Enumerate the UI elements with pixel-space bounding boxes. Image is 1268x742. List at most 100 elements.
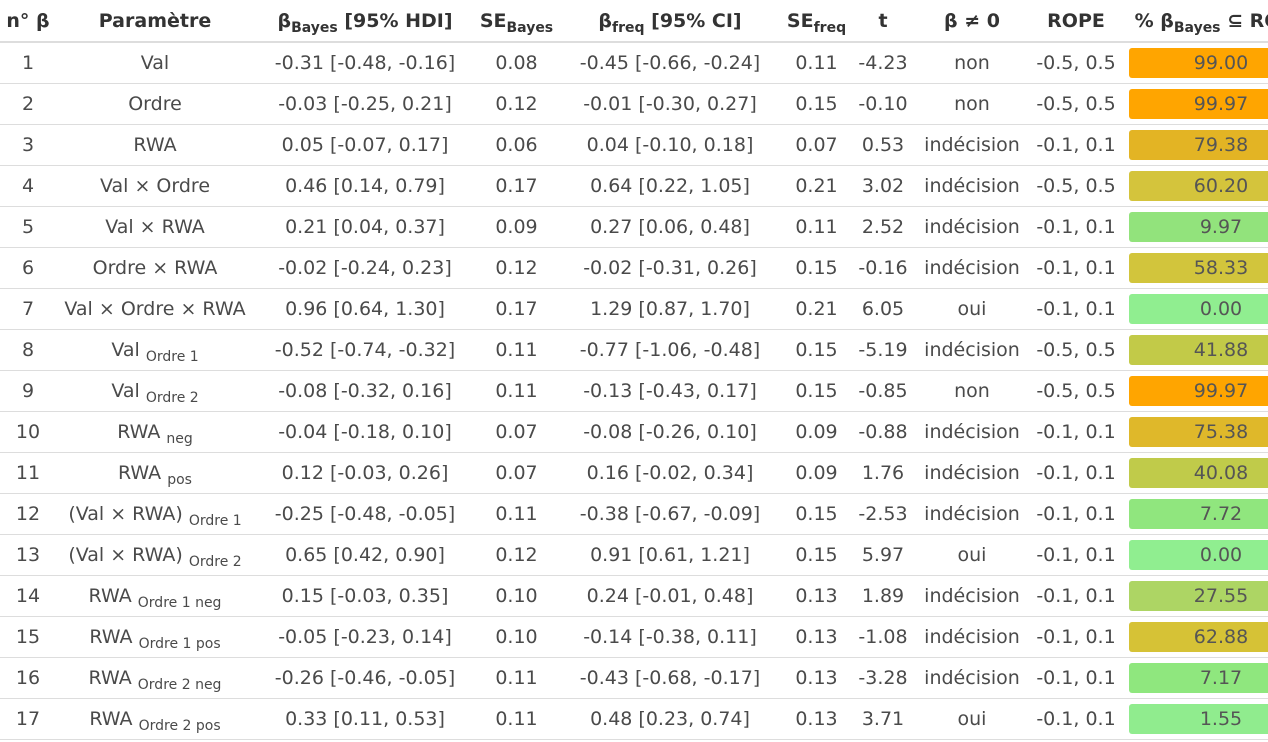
cell-param: Val × Ordre bbox=[56, 165, 254, 207]
cell-rope: -0.5, 0.5 bbox=[1028, 329, 1124, 371]
cell-pct: 75.38 bbox=[1124, 411, 1268, 453]
cell-pct: 27.55 bbox=[1124, 575, 1268, 617]
cell-pct: 60.20 bbox=[1124, 165, 1268, 207]
cell-beta-freq: -0.45 [-0.66, -0.24] bbox=[557, 42, 783, 84]
cell-se-freq: 0.13 bbox=[783, 657, 850, 699]
cell-beta-freq: -0.13 [-0.43, 0.17] bbox=[557, 370, 783, 412]
header-row: n° β Paramètre βBayes [95% HDI] SEBayes … bbox=[0, 0, 1268, 43]
pct-badge: 27.55 bbox=[1129, 581, 1268, 611]
cell-rope: -0.1, 0.1 bbox=[1028, 534, 1124, 576]
cell-beta-bayes: -0.25 [-0.48, -0.05] bbox=[254, 493, 476, 535]
cell-beta-freq: -0.38 [-0.67, -0.09] bbox=[557, 493, 783, 535]
cell-n: 2 bbox=[0, 83, 56, 125]
cell-diff: indécision bbox=[916, 124, 1028, 166]
table-row: 16 RWA Ordre 2 neg -0.26 [-0.46, -0.05] 0.1… bbox=[0, 657, 1268, 699]
pct-badge: 79.38 bbox=[1129, 130, 1268, 160]
cell-t: 3.02 bbox=[850, 165, 916, 207]
cell-se-freq: 0.21 bbox=[783, 165, 850, 207]
pct-badge: 62.88 bbox=[1129, 622, 1268, 652]
cell-param: RWA Ordre 1 pos bbox=[56, 616, 254, 658]
cell-beta-bayes: -0.03 [-0.25, 0.21] bbox=[254, 83, 476, 125]
cell-diff: oui bbox=[916, 288, 1028, 330]
table-row: 2 Ordre -0.03 [-0.25, 0.21] 0.12 -0.01 [-0.3… bbox=[0, 83, 1268, 125]
cell-t: -2.53 bbox=[850, 493, 916, 535]
param-subscript: neg bbox=[166, 431, 193, 447]
cell-param: Ordre bbox=[56, 83, 254, 125]
cell-se-bayes: 0.12 bbox=[476, 83, 557, 125]
cell-se-freq: 0.15 bbox=[783, 493, 850, 535]
table-row: 6 Ordre × RWA -0.02 [-0.24, 0.23] 0.12 -0.02… bbox=[0, 247, 1268, 289]
pct-badge: 75.38 bbox=[1129, 417, 1268, 447]
cell-beta-bayes: -0.05 [-0.23, 0.14] bbox=[254, 616, 476, 658]
cell-se-freq: 0.15 bbox=[783, 370, 850, 412]
header-beta-freq: βfreq [95% CI] bbox=[557, 0, 783, 43]
cell-beta-bayes: 0.15 [-0.03, 0.35] bbox=[254, 575, 476, 617]
cell-param: RWA pos bbox=[56, 452, 254, 494]
cell-n: 7 bbox=[0, 288, 56, 330]
cell-n: 12 bbox=[0, 493, 56, 535]
pct-badge: 40.08 bbox=[1129, 458, 1268, 488]
cell-rope: -0.1, 0.1 bbox=[1028, 247, 1124, 289]
cell-param: RWA Ordre 1 neg bbox=[56, 575, 254, 617]
cell-se-bayes: 0.11 bbox=[476, 698, 557, 740]
cell-beta-freq: 0.24 [-0.01, 0.48] bbox=[557, 575, 783, 617]
cell-beta-bayes: -0.52 [-0.74, -0.32] bbox=[254, 329, 476, 371]
cell-se-freq: 0.13 bbox=[783, 575, 850, 617]
cell-pct: 40.08 bbox=[1124, 452, 1268, 494]
pct-badge: 99.00 bbox=[1129, 48, 1268, 78]
cell-se-bayes: 0.09 bbox=[476, 206, 557, 248]
cell-t: -0.10 bbox=[850, 83, 916, 125]
cell-se-freq: 0.09 bbox=[783, 411, 850, 453]
cell-param: Val Ordre 1 bbox=[56, 329, 254, 371]
cell-se-freq: 0.21 bbox=[783, 288, 850, 330]
cell-beta-freq: -0.43 [-0.68, -0.17] bbox=[557, 657, 783, 699]
cell-param: Ordre × RWA bbox=[56, 247, 254, 289]
cell-beta-freq: 0.91 [0.61, 1.21] bbox=[557, 534, 783, 576]
cell-pct: 1.55 bbox=[1124, 698, 1268, 740]
cell-se-freq: 0.11 bbox=[783, 206, 850, 248]
cell-beta-bayes: 0.21 [0.04, 0.37] bbox=[254, 206, 476, 248]
param-subscript: Ordre 1 bbox=[188, 513, 242, 529]
cell-diff: indécision bbox=[916, 452, 1028, 494]
cell-beta-freq: 0.48 [0.23, 0.74] bbox=[557, 698, 783, 740]
cell-beta-bayes: -0.02 [-0.24, 0.23] bbox=[254, 247, 476, 289]
pct-badge: 9.97 bbox=[1129, 212, 1268, 242]
header-beta-bayes: βBayes [95% HDI] bbox=[254, 0, 476, 43]
cell-t: 6.05 bbox=[850, 288, 916, 330]
cell-rope: -0.1, 0.1 bbox=[1028, 616, 1124, 658]
table-row: 11 RWA pos 0.12 [-0.03, 0.26] 0.07 0.16 [-0.… bbox=[0, 452, 1268, 494]
cell-diff: indécision bbox=[916, 657, 1028, 699]
cell-pct: 41.88 bbox=[1124, 329, 1268, 371]
cell-n: 16 bbox=[0, 657, 56, 699]
header-param: Paramètre bbox=[56, 0, 254, 43]
cell-beta-freq: 0.64 [0.22, 1.05] bbox=[557, 165, 783, 207]
cell-beta-bayes: 0.96 [0.64, 1.30] bbox=[254, 288, 476, 330]
cell-param: (Val × RWA) Ordre 2 bbox=[56, 534, 254, 576]
cell-rope: -0.5, 0.5 bbox=[1028, 83, 1124, 125]
cell-beta-freq: -0.01 [-0.30, 0.27] bbox=[557, 83, 783, 125]
cell-se-freq: 0.09 bbox=[783, 452, 850, 494]
cell-n: 1 bbox=[0, 42, 56, 84]
cell-diff: indécision bbox=[916, 329, 1028, 371]
header-t: t bbox=[850, 0, 916, 43]
cell-se-bayes: 0.12 bbox=[476, 534, 557, 576]
cell-se-freq: 0.07 bbox=[783, 124, 850, 166]
cell-se-bayes: 0.08 bbox=[476, 42, 557, 84]
cell-pct: 7.72 bbox=[1124, 493, 1268, 535]
cell-se-bayes: 0.07 bbox=[476, 452, 557, 494]
cell-rope: -0.1, 0.1 bbox=[1028, 124, 1124, 166]
cell-pct: 7.17 bbox=[1124, 657, 1268, 699]
cell-t: -0.88 bbox=[850, 411, 916, 453]
cell-param: RWA Ordre 2 neg bbox=[56, 657, 254, 699]
cell-diff: indécision bbox=[916, 493, 1028, 535]
table-row: 7 Val × Ordre × RWA 0.96 [0.64, 1.30] 0.17 1… bbox=[0, 288, 1268, 330]
cell-rope: -0.5, 0.5 bbox=[1028, 370, 1124, 412]
pct-badge: 0.00 bbox=[1129, 540, 1268, 570]
header-se-bayes: SEBayes bbox=[476, 0, 557, 43]
cell-pct: 99.97 bbox=[1124, 370, 1268, 412]
table-row: 4 Val × Ordre 0.46 [0.14, 0.79] 0.17 0.64 [0… bbox=[0, 165, 1268, 207]
cell-rope: -0.1, 0.1 bbox=[1028, 411, 1124, 453]
pct-badge: 7.17 bbox=[1129, 663, 1268, 693]
cell-n: 17 bbox=[0, 698, 56, 740]
cell-diff: non bbox=[916, 42, 1028, 84]
